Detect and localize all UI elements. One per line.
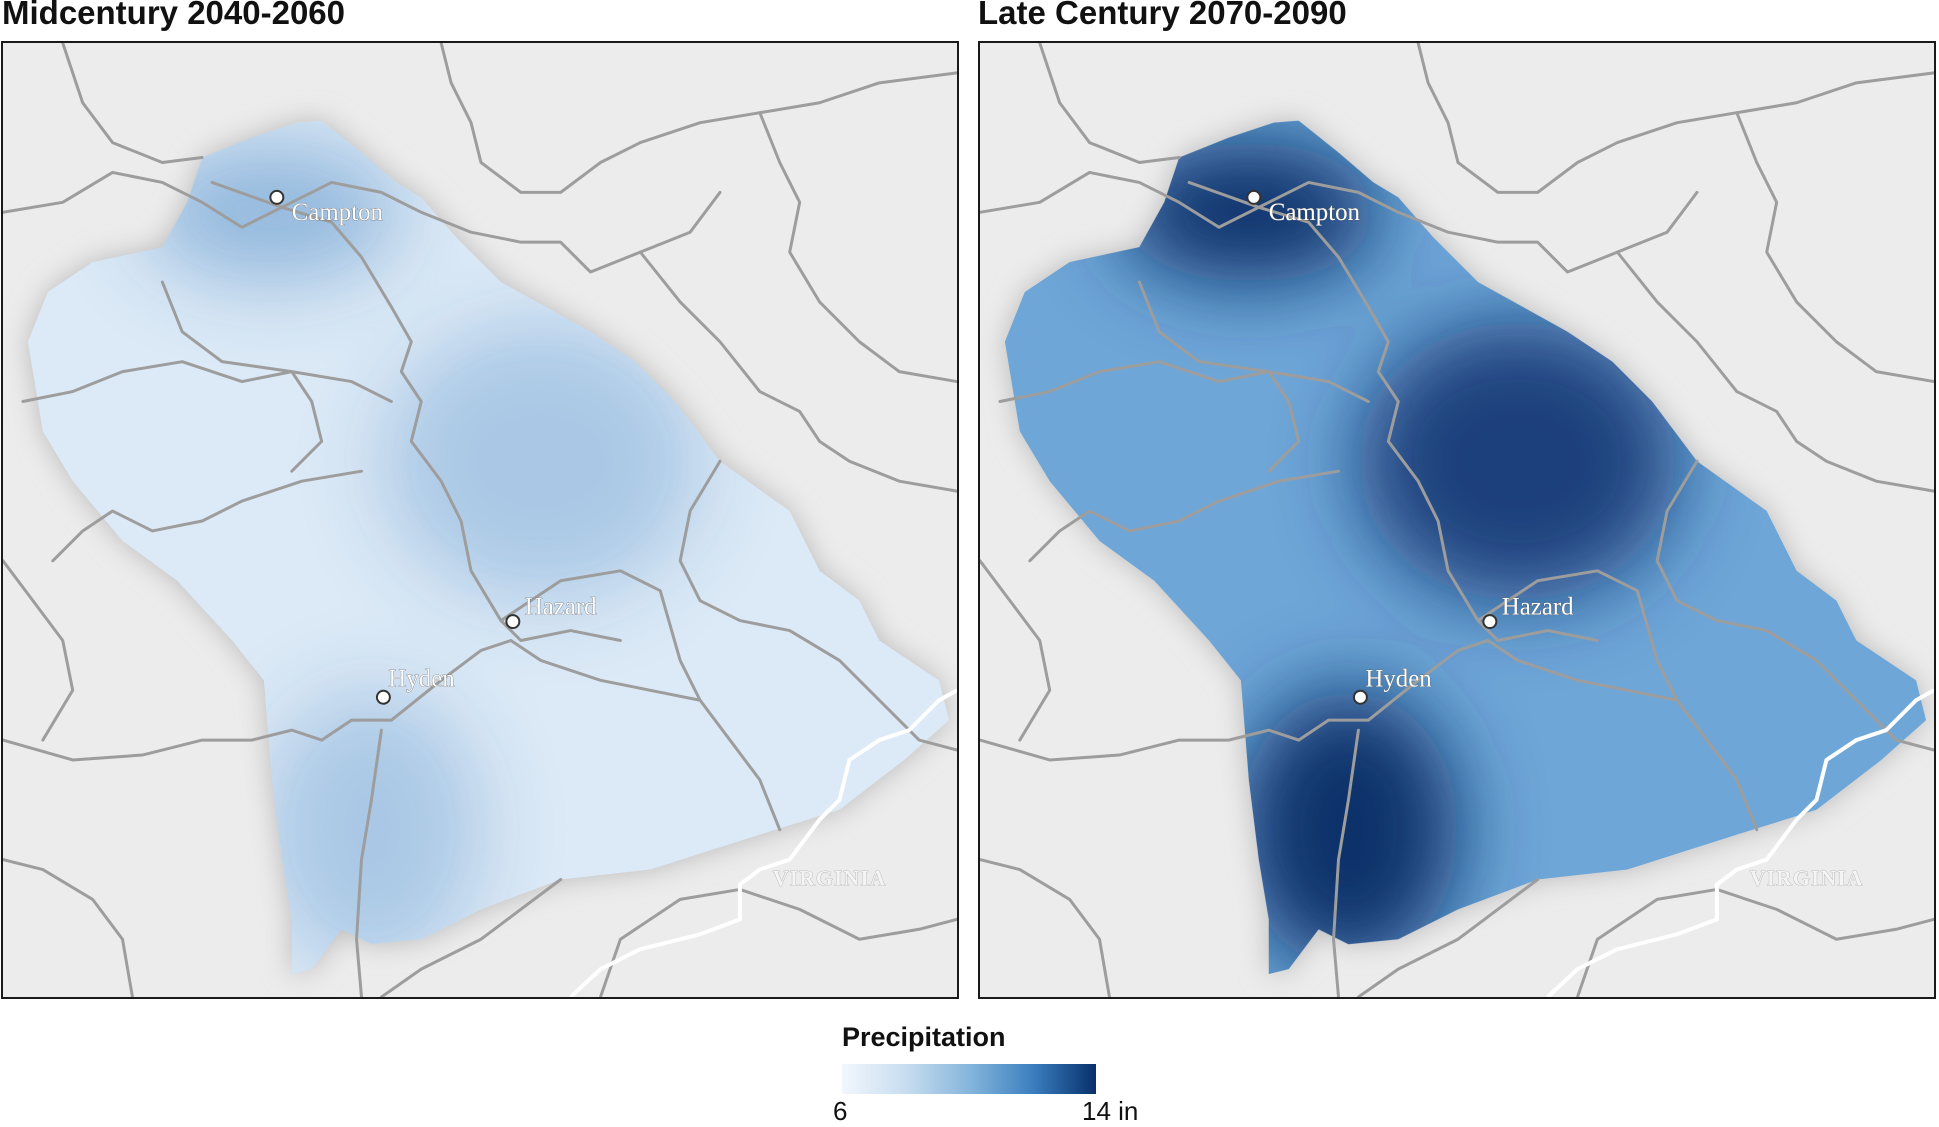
legend-title: Precipitation bbox=[842, 1022, 1006, 1052]
city-marker-campton bbox=[1246, 189, 1262, 205]
map-svg-late-century: Campton Hazard Hyden VIRGINIA bbox=[980, 43, 1934, 997]
city-marker-hazard bbox=[1482, 614, 1498, 630]
map-title-late-century: Late Century 2070-2090 bbox=[978, 0, 1347, 31]
city-label-hazard: Hazard bbox=[525, 594, 597, 621]
state-label-virginia: VIRGINIA bbox=[773, 865, 887, 890]
legend-min-label: 6 bbox=[833, 1096, 848, 1126]
city-label-campton: Campton bbox=[1269, 199, 1361, 226]
state-label-virginia: VIRGINIA bbox=[1750, 865, 1864, 890]
city-marker-campton bbox=[269, 189, 285, 205]
city-marker-hyden bbox=[1352, 689, 1368, 705]
city-marker-hazard bbox=[505, 614, 521, 630]
city-label-hyden: Hyden bbox=[388, 665, 455, 692]
city-label-hazard: Hazard bbox=[1502, 594, 1574, 621]
map-svg-midcentury: Campton Hazard Hyden VIRGINIA bbox=[3, 43, 957, 997]
city-marker-hyden bbox=[375, 689, 391, 705]
map-panel-midcentury: Campton Hazard Hyden VIRGINIA bbox=[1, 41, 959, 999]
map-title-midcentury: Midcentury 2040-2060 bbox=[2, 0, 346, 31]
legend-color-ramp bbox=[842, 1064, 1096, 1094]
map-panel-late-century: Campton Hazard Hyden VIRGINIA bbox=[978, 41, 1936, 999]
city-label-hyden: Hyden bbox=[1365, 665, 1432, 692]
precipitation-legend: Precipitation 6 14 in bbox=[833, 1022, 1160, 1126]
legend-max-label: 14 in bbox=[1082, 1096, 1139, 1126]
city-label-campton: Campton bbox=[292, 199, 384, 226]
